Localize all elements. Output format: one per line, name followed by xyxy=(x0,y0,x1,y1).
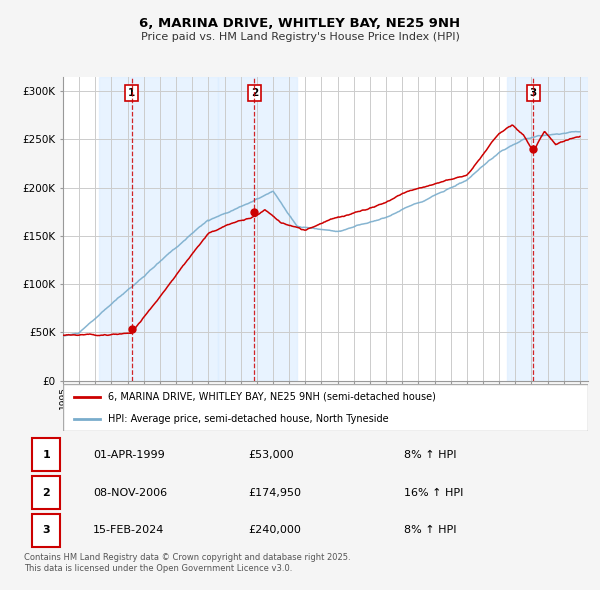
Bar xyxy=(218,77,297,381)
Text: 3: 3 xyxy=(43,526,50,535)
Text: Contains HM Land Registry data © Crown copyright and database right 2025.
This d: Contains HM Land Registry data © Crown c… xyxy=(24,553,350,573)
Text: Price paid vs. HM Land Registry's House Price Index (HPI): Price paid vs. HM Land Registry's House … xyxy=(140,32,460,41)
Text: 3: 3 xyxy=(530,88,537,98)
Text: 1: 1 xyxy=(128,88,135,98)
Bar xyxy=(98,77,218,381)
Text: 2: 2 xyxy=(43,488,50,497)
Text: £53,000: £53,000 xyxy=(248,450,294,460)
FancyBboxPatch shape xyxy=(63,384,588,431)
Text: HPI: Average price, semi-detached house, North Tyneside: HPI: Average price, semi-detached house,… xyxy=(107,414,388,424)
Text: 08-NOV-2006: 08-NOV-2006 xyxy=(93,488,167,497)
Text: £240,000: £240,000 xyxy=(248,526,301,535)
Text: 15-FEB-2024: 15-FEB-2024 xyxy=(93,526,164,535)
Text: 8% ↑ HPI: 8% ↑ HPI xyxy=(404,526,457,535)
FancyBboxPatch shape xyxy=(32,476,60,509)
Text: 6, MARINA DRIVE, WHITLEY BAY, NE25 9NH: 6, MARINA DRIVE, WHITLEY BAY, NE25 9NH xyxy=(139,17,461,30)
FancyBboxPatch shape xyxy=(32,438,60,471)
FancyBboxPatch shape xyxy=(32,514,60,547)
Text: 01-APR-1999: 01-APR-1999 xyxy=(93,450,164,460)
Text: 6, MARINA DRIVE, WHITLEY BAY, NE25 9NH (semi-detached house): 6, MARINA DRIVE, WHITLEY BAY, NE25 9NH (… xyxy=(107,392,436,402)
Text: 1: 1 xyxy=(43,450,50,460)
Bar xyxy=(507,77,588,381)
Text: 2: 2 xyxy=(251,88,258,98)
Text: £174,950: £174,950 xyxy=(248,488,301,497)
Text: 8% ↑ HPI: 8% ↑ HPI xyxy=(404,450,457,460)
Text: 16% ↑ HPI: 16% ↑ HPI xyxy=(404,488,463,497)
